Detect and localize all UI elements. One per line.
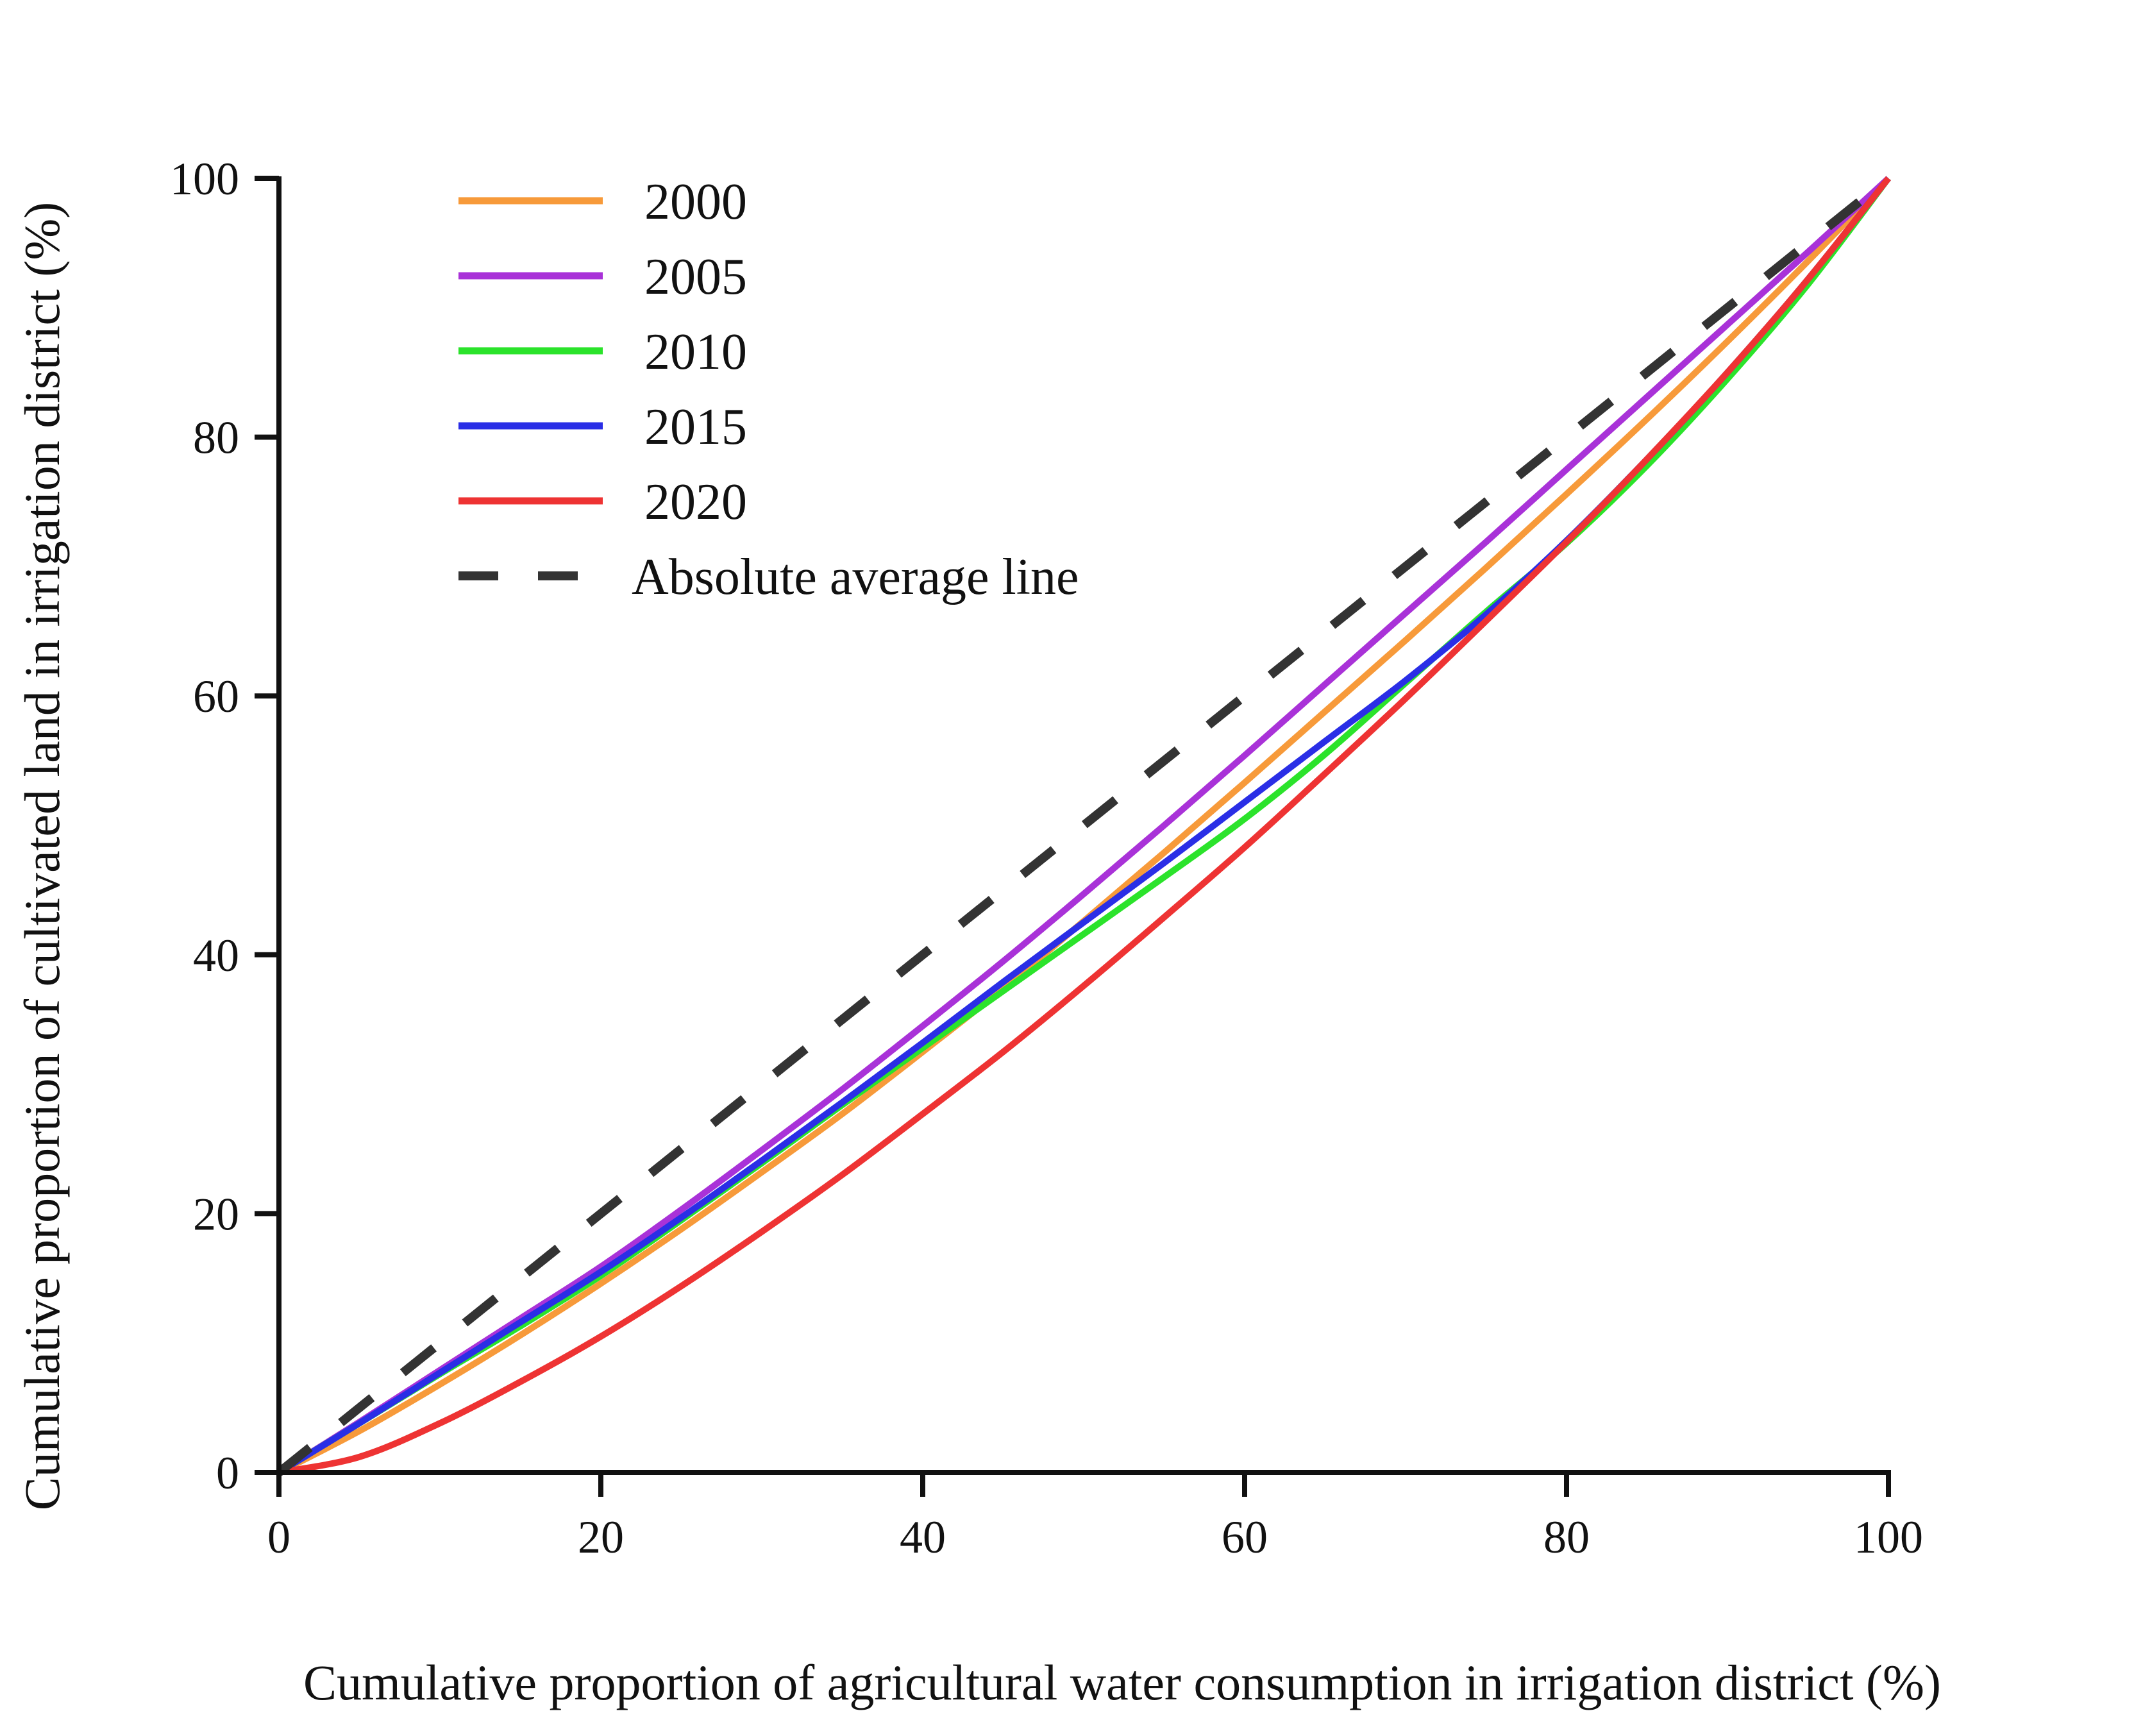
series-line-2010 [277,176,1891,1476]
legend-label-2020: 2020 [644,474,747,530]
x-axis-title: Cumulative proportion of agricultural wa… [303,1655,1941,1710]
x-tick-label: 80 [1543,1512,1590,1563]
y-axis-title: Cumulative proportion of cultivated land… [14,202,70,1511]
tick-labels: 0 20 40 60 80 100 0 20 40 60 80 100 [170,153,1923,1563]
legend-label-2000: 2000 [644,174,747,230]
x-tick-label: 60 [1222,1512,1268,1563]
y-tick-label: 40 [193,930,239,981]
legend: 2000 2005 2010 2015 2020 Absolute average lin… [458,174,1079,605]
y-tick-label: 20 [193,1188,239,1240]
series-line-2020 [278,176,1891,1476]
x-tick-label: 0 [267,1512,290,1563]
x-tick-label: 40 [900,1512,946,1563]
axes [255,176,1891,1497]
legend-label-2005: 2005 [644,249,747,305]
series-layer [276,174,1892,1476]
x-tick-label: 20 [578,1512,624,1563]
x-tick-label: 100 [1854,1512,1923,1563]
series-line-2005 [277,176,1891,1476]
series-line-absolute-average-line [276,174,1892,1476]
legend-label-2015: 2015 [644,399,747,455]
y-tick-label: 0 [216,1447,239,1499]
y-tick-label: 80 [193,412,239,464]
legend-label-absolute-average-line: Absolute average line [632,549,1079,605]
y-tick-label: 100 [170,153,239,205]
y-tick-label: 60 [193,671,239,722]
legend-label-2010: 2010 [644,324,747,380]
